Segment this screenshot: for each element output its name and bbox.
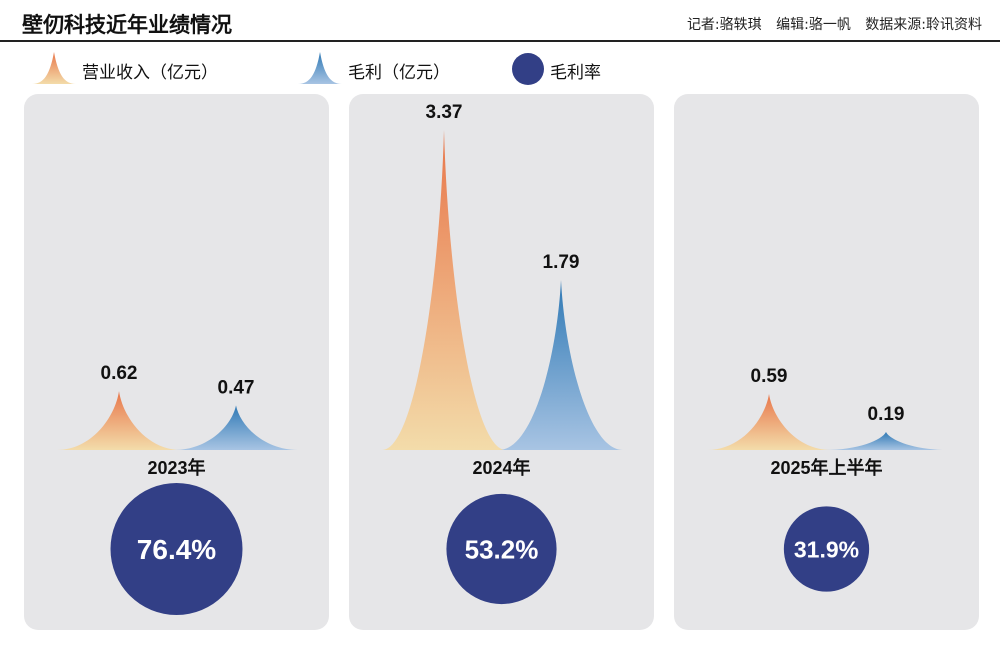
credit-editor: 编辑:骆一帆 xyxy=(776,17,851,33)
category-label: 2025年上半年 xyxy=(770,457,882,478)
legend-label-gross-profit: 毛利（亿元） xyxy=(348,63,450,83)
revenue-spike xyxy=(57,391,181,450)
credit-source: 数据来源:聆讯资料 xyxy=(865,17,982,33)
margin-circle-icon xyxy=(512,53,544,85)
gross-margin-value-label: 53.2% xyxy=(465,534,539,564)
gross-margin-circle xyxy=(446,493,557,605)
header: 壁仞科技近年业绩情况 记者:骆轶琪 编辑:骆一帆 数据来源:聆讯资料 xyxy=(0,0,1000,42)
gross-profit-value-label: 0.19 xyxy=(868,404,905,425)
legend-label-gross-margin: 毛利率 xyxy=(550,63,601,83)
revenue-value-label: 3.37 xyxy=(426,102,463,123)
chart-title: 壁仞科技近年业绩情况 xyxy=(22,13,232,37)
panel-1 xyxy=(24,94,329,630)
gross-margin-value-label: 31.9% xyxy=(794,536,859,562)
revenue-value-label: 0.62 xyxy=(101,363,138,384)
credits: 记者:骆轶琪 编辑:骆一帆 数据来源:聆讯资料 xyxy=(677,14,982,34)
gross-profit-spike xyxy=(499,280,623,450)
category-label: 2023年 xyxy=(147,457,205,478)
gross-margin-circle xyxy=(110,483,243,615)
gross-margin-circle xyxy=(783,506,870,592)
revenue-spike-icon xyxy=(32,52,76,84)
panel-2 xyxy=(349,94,654,630)
gross-margin-value-label: 76.4% xyxy=(137,534,216,565)
gross-profit-spike xyxy=(174,405,298,450)
category-label: 2024年 xyxy=(472,457,530,478)
gross-profit-spike xyxy=(824,431,948,450)
gross-profit-value-label: 1.79 xyxy=(543,252,580,273)
panel-3 xyxy=(674,94,979,630)
revenue-spike xyxy=(382,130,506,450)
profit-spike-icon xyxy=(298,52,342,84)
revenue-spike xyxy=(707,393,831,450)
revenue-value-label: 0.59 xyxy=(751,366,788,387)
legend: 营业收入（亿元） 毛利（亿元） 毛利率 xyxy=(0,48,1000,88)
legend-label-revenue: 营业收入（亿元） xyxy=(82,63,218,83)
credit-reporter: 记者:骆轶琪 xyxy=(686,17,762,33)
gross-profit-value-label: 0.47 xyxy=(218,377,255,398)
